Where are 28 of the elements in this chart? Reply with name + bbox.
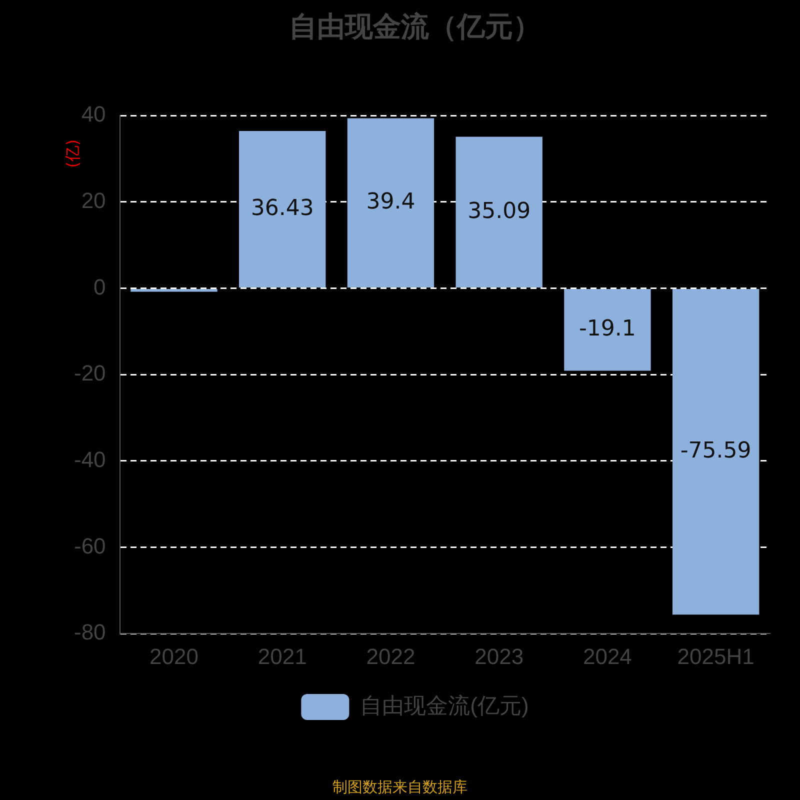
data-label: 36.43 — [250, 196, 314, 221]
data-label: -19.1 — [578, 316, 636, 342]
x-tick-label: 2025H1 — [677, 644, 754, 669]
y-tick-label: 20 — [81, 188, 106, 213]
text: 制图数据来自数据库 — [332, 778, 468, 797]
y-tick-label: -40 — [74, 446, 106, 472]
bar — [239, 131, 326, 288]
x-tick-label: 2024 — [582, 644, 632, 669]
data-label: 35.09 — [468, 198, 531, 224]
data-label: 39.4 — [366, 190, 416, 215]
x-tick-label: 2020 — [150, 644, 198, 669]
y-tick-label: 40 — [81, 102, 106, 127]
data-label: -75.59 — [680, 438, 752, 464]
x-tick-label: 2021 — [258, 644, 307, 669]
x-tick-label: 2023 — [474, 644, 524, 669]
bar — [564, 289, 651, 371]
bar — [130, 289, 218, 292]
legend-label: 自由现金流(亿元) — [360, 693, 529, 718]
y-axis-title: (亿) — [63, 139, 82, 168]
y-tick-label: -60 — [74, 533, 106, 558]
x-tick-label: 2022 — [366, 644, 416, 669]
y-tick-label: -80 — [74, 620, 106, 645]
bar — [347, 118, 434, 288]
y-tick-label: 0 — [94, 274, 106, 300]
y-tick-label: -20 — [74, 360, 106, 386]
chart-title: 自由现金流（亿元） — [289, 10, 541, 44]
bar — [672, 289, 760, 615]
bar — [456, 136, 542, 288]
